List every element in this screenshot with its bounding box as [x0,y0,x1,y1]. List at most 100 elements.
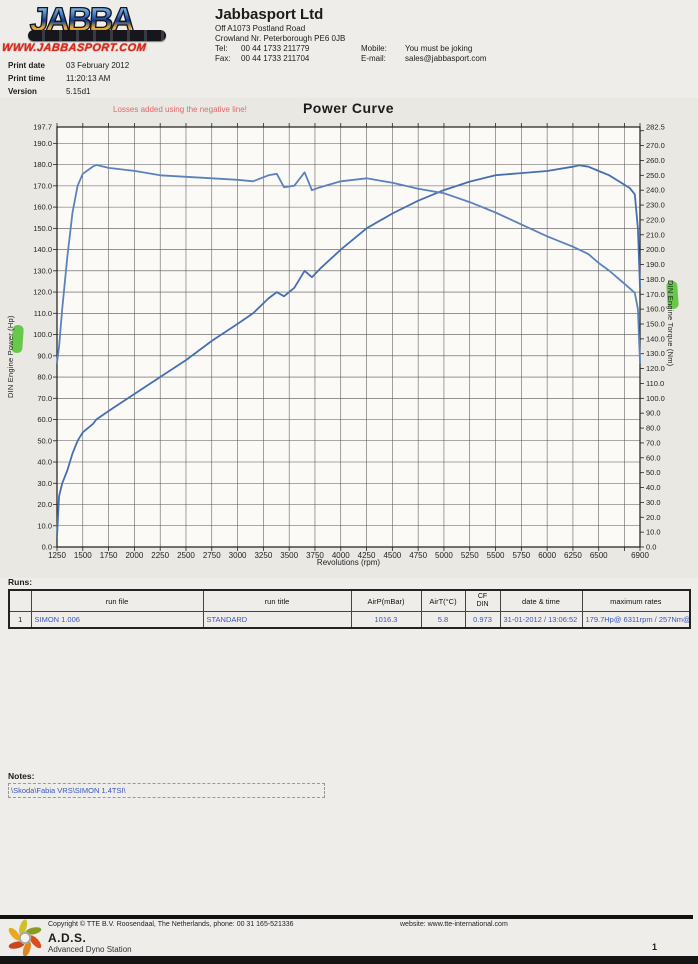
run-airt: 5.8 [420,611,466,629]
mobile-value: You must be joking [405,44,473,53]
email-label: E-mail: [361,53,386,63]
left-axis-tick-label: 80.0 [37,373,52,382]
tel-label: Tel: [215,44,228,53]
right-y-axis-label: DIN Engine Torque (Nm) [666,280,675,367]
power-curve [56,164,641,538]
notes-field: \Skoda\Fabia VRS\SIMON 1.4TSI\ [8,783,325,798]
right-axis-tick-label: 210.0 [646,230,665,239]
left-axis-tick-label: 30.0 [37,479,52,488]
runs-col-title: run title [202,589,352,612]
right-axis-tick-label: 190.0 [646,260,665,269]
left-y-axis-label: DIN Engine Power (Hp) [6,315,15,398]
right-axis-tick-label: 240.0 [646,186,665,195]
right-axis-tick-label: 270.0 [646,141,665,150]
right-axis-tick-label: 100.0 [646,394,665,403]
runs-col-num [8,589,32,612]
left-axis-tick-label: 90.0 [37,351,52,360]
runs-col-airt: AirT(°C) [420,589,466,612]
x-axis-tick-label: 6500 [590,551,608,560]
run-number: 1 [8,611,32,629]
x-axis-tick-label: 1500 [74,551,92,560]
x-axis-tick-label: 4500 [383,551,401,560]
left-axis-tick-label: 197.7 [33,123,52,132]
x-axis-tick-label: 4250 [358,551,376,560]
right-axis-tick-label: 130.0 [646,349,665,358]
x-axis-tick-label: 6250 [564,551,582,560]
runs-col-file: run file [30,589,204,612]
left-axis-tick-label: 100.0 [33,330,52,339]
losses-note: Losses added using the negative line! [113,105,247,114]
run-datetime: 31-01-2012 / 13:06:52 [499,611,583,629]
jabbasport-url: WWW.JABBASPORT.COM [1,42,147,54]
company-address-1: Off A1073 Postland Road [215,24,306,33]
run-airp: 1016.3 [350,611,422,629]
right-axis-tick-label: 200.0 [646,245,665,254]
website-text: website: www.tte-international.com [400,921,508,928]
x-axis-tick-label: 6000 [538,551,556,560]
runs-col-airp: AirP(mBar) [350,589,422,612]
company-block: Jabbasport Ltd Off A1073 Postland Road C… [215,5,635,63]
right-axis-tick-label: 180.0 [646,275,665,284]
runs-col-cf-din: CF DIN [464,589,501,612]
left-axis-tick-label: 70.0 [37,394,52,403]
jabba-logo: JABBA WWW.JABBASPORT.COM [1,0,197,54]
left-axis-tick-label: 40.0 [37,458,52,467]
mobile-label: Mobile: [361,44,387,53]
x-axis-tick-label: 3000 [229,551,247,560]
right-axis-tick-label: 150.0 [646,319,665,328]
left-axis-tick-label: 120.0 [33,288,52,297]
right-axis-tick-label: 30.0 [646,498,661,507]
ads-pinwheel-icon [8,919,42,957]
x-axis-tick-label: 2000 [125,551,143,560]
print-time-label: Print time [8,74,45,83]
runs-col-datetime: date & time [499,589,583,612]
x-axis-tick-label: 6900 [631,551,649,560]
run-max-rates: 179.7Hp@ 6311rpm / 257Nm@ 1631rpm [581,611,691,629]
company-address-2: Crowland Nr. Peterborough PE6 0JB [215,33,346,43]
right-axis-tick-label: 160.0 [646,305,665,314]
right-axis-tick-label: 70.0 [646,438,661,447]
left-axis-tick-label: 10.0 [37,521,52,530]
x-axis-tick-label: 3500 [280,551,298,560]
x-axis-tick-label: 4750 [409,551,427,560]
right-axis-tick-label: 80.0 [646,424,661,433]
runs-table: run file run title AirP(mBar) AirT(°C) C… [8,589,691,629]
company-contacts: Tel: 00 44 1733 211779 Mobile: You must … [215,44,635,63]
x-axis-tick-label: 5750 [512,551,530,560]
scan-bottom-edge [0,956,698,964]
right-axis-tick-label: 250.0 [646,171,665,180]
company-name: Jabbasport Ltd [215,6,324,23]
run-cf: 0.973 [464,611,501,629]
right-axis-tick-label: 220.0 [646,215,665,224]
right-axis-tick-label: 140.0 [646,334,665,343]
right-axis-tick-label: 50.0 [646,468,661,477]
runs-section-label: Runs: [8,577,33,587]
left-axis-tick-label: 60.0 [37,415,52,424]
right-axis-tick-label: 260.0 [646,156,665,165]
jabba-logo-base [28,30,166,41]
x-axis-tick-label: 5500 [487,551,505,560]
ads-acronym: A.D.S. [48,931,87,945]
runs-header-row: run file run title AirP(mBar) AirT(°C) C… [8,589,691,612]
right-axis-tick-label: 10.0 [646,528,661,537]
right-axis-tick-label: 282.5 [646,123,665,132]
left-axis-tick-label: 50.0 [37,436,52,445]
footer-divider [0,915,693,919]
right-axis-tick-label: 40.0 [646,483,661,492]
x-axis-tick-label: 2500 [177,551,195,560]
x-axis-tick-label: 1750 [100,551,118,560]
x-axis-tick-label: 2750 [203,551,221,560]
left-axis-tick-label: 170.0 [33,181,52,190]
tel-value: 00 44 1733 211779 [241,44,310,53]
x-axis-tick-label: 5250 [461,551,479,560]
notes-section-label: Notes: [8,771,35,781]
plot-area [57,127,640,547]
copyright-text: Copyright © TTE B.V. Roosendaal, The Net… [48,921,294,928]
x-axis-tick-label: 2250 [151,551,169,560]
fax-label: Fax: [215,53,231,63]
x-axis-tick-label: 4000 [332,551,350,560]
run-title: STANDARD [202,611,352,629]
right-axis-tick-label: 90.0 [646,409,661,418]
right-axis-tick-label: 230.0 [646,201,665,210]
